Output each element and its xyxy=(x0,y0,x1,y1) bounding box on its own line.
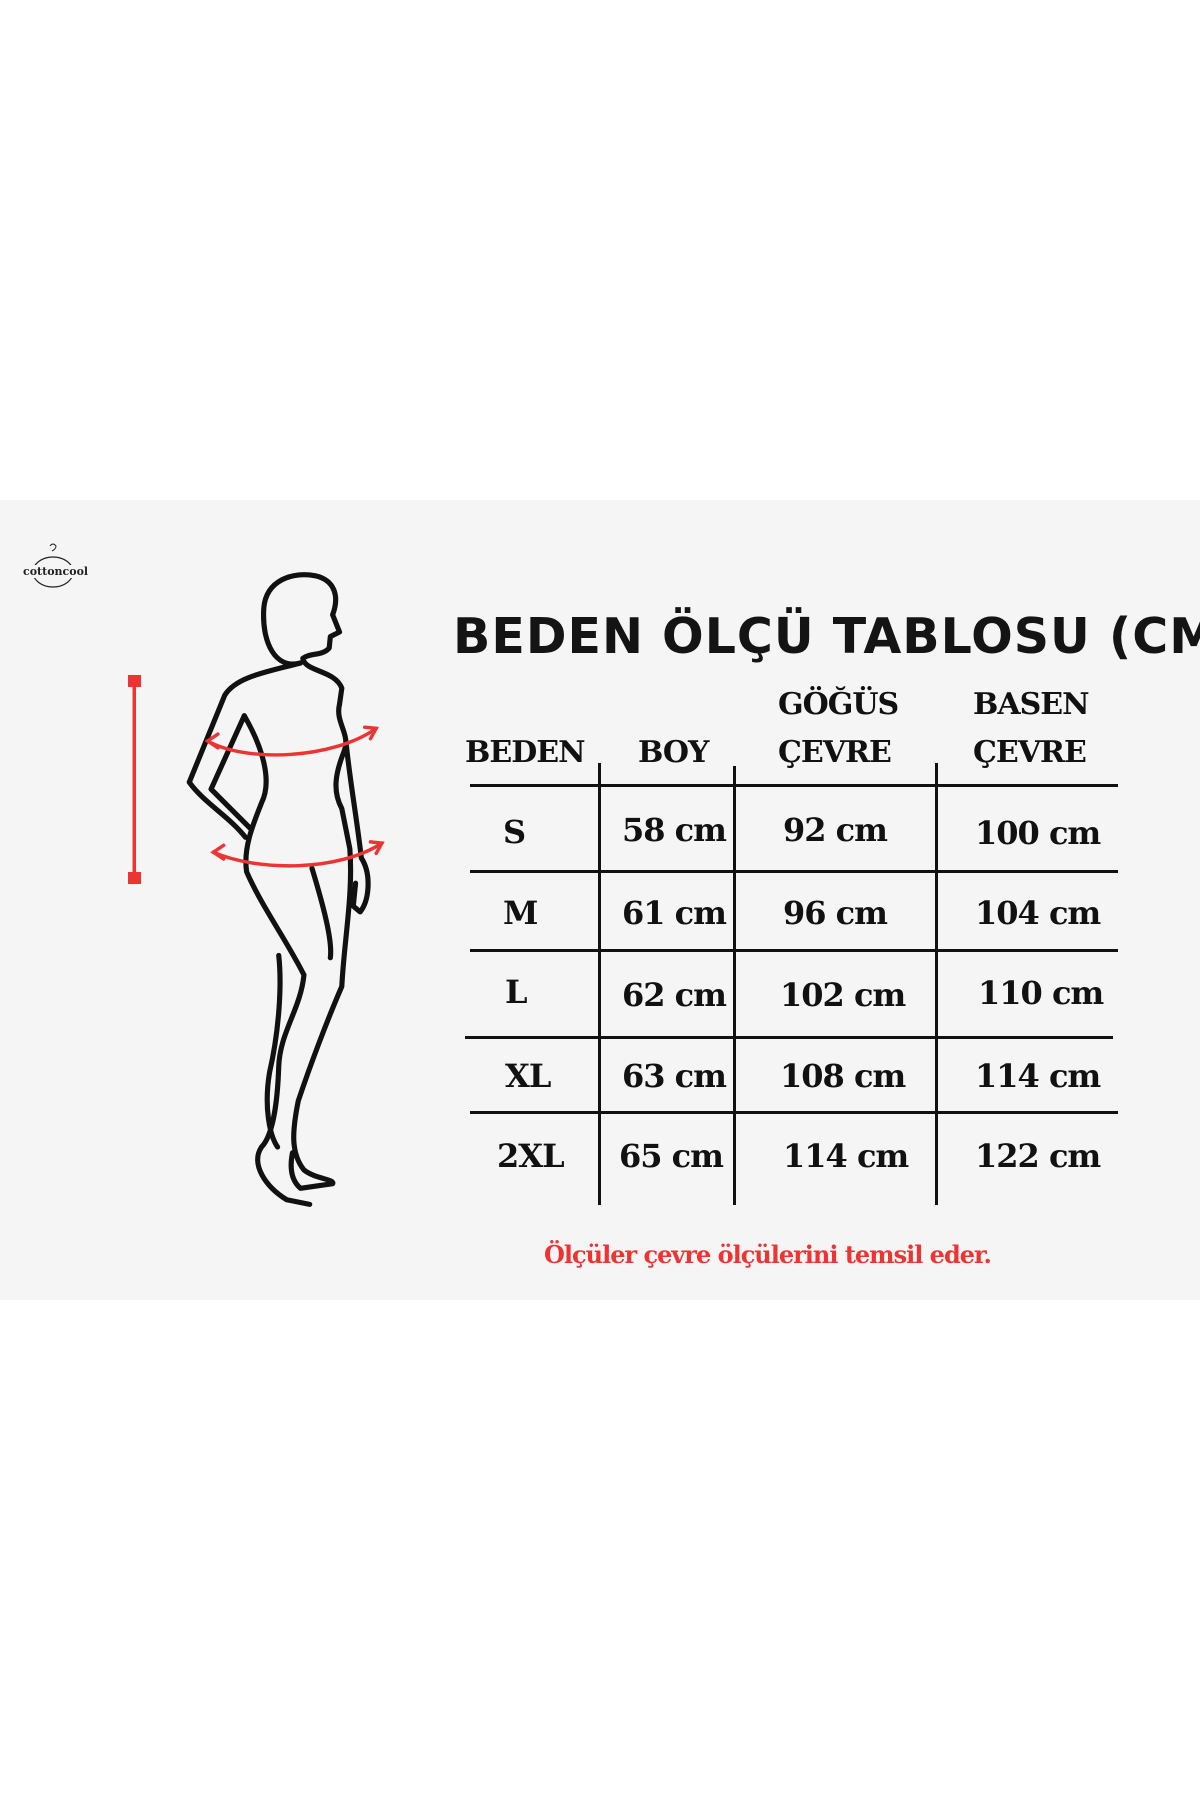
cell-chest: 96 cm xyxy=(783,894,888,932)
cell-size: L xyxy=(505,973,527,1011)
cell-length: 61 cm xyxy=(622,894,727,932)
cell-length: 58 cm xyxy=(622,811,727,849)
table-divider xyxy=(470,949,1118,952)
table-divider xyxy=(470,784,1118,787)
header-size: BEDEN xyxy=(465,735,586,770)
length-measure-icon xyxy=(128,675,141,884)
header-chest-bottom: ÇEVRE xyxy=(778,735,892,770)
cell-length: 63 cm xyxy=(622,1057,727,1095)
cell-size: M xyxy=(503,894,538,932)
logo-text: cottoncool xyxy=(23,565,89,578)
circumference-arrow-icon xyxy=(204,725,385,868)
brand-logo: cottoncool xyxy=(20,540,89,596)
cell-chest: 114 cm xyxy=(783,1137,909,1175)
cell-hip: 122 cm xyxy=(975,1137,1101,1175)
header-hip-bottom: ÇEVRE xyxy=(973,735,1087,770)
cell-chest: 108 cm xyxy=(780,1057,906,1095)
cell-size: S xyxy=(503,813,526,851)
cell-length: 62 cm xyxy=(622,976,727,1014)
cell-chest: 92 cm xyxy=(783,811,888,849)
header-chest-top: GÖĞÜS xyxy=(778,687,899,722)
header-length: BOY xyxy=(638,735,709,770)
cell-hip: 104 cm xyxy=(975,894,1101,932)
header-hip-top: BASEN xyxy=(973,687,1090,722)
measurement-note: Ölçüler çevre ölçülerini temsil eder. xyxy=(544,1240,992,1269)
cell-hip: 100 cm xyxy=(975,814,1101,852)
table-divider xyxy=(598,763,601,1205)
table-divider xyxy=(935,763,938,1205)
table-divider xyxy=(465,1036,1113,1039)
table-divider xyxy=(470,870,1118,873)
cell-hip: 110 cm xyxy=(978,974,1104,1012)
table-divider xyxy=(733,766,736,1205)
cell-size: 2XL xyxy=(497,1137,565,1175)
table-divider xyxy=(470,1111,1118,1114)
cell-chest: 102 cm xyxy=(780,976,906,1014)
page-title: BEDEN ÖLÇÜ TABLOSU (CM) xyxy=(453,608,1200,665)
cell-hip: 114 cm xyxy=(975,1057,1101,1095)
cell-size: XL xyxy=(505,1057,551,1095)
cell-length: 65 cm xyxy=(619,1137,724,1175)
